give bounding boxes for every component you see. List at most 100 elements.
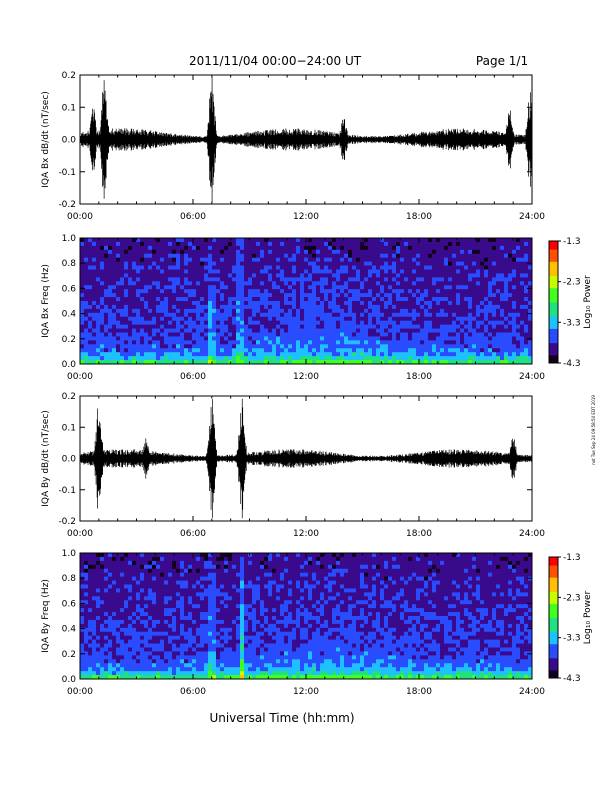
spectrogram-cell [128,328,133,333]
spectrogram-cell [520,352,525,357]
spectrogram-cell [312,560,317,566]
spectrogram-cell [212,301,217,306]
spectrogram-cell [88,580,93,585]
spectrogram-cell [220,320,225,326]
spectrogram-cell [500,277,505,282]
spectrogram-cell [228,560,233,566]
spectrogram-cell [492,253,497,259]
y-tick-label: 0.4 [62,310,77,320]
spectrogram-cell [276,277,281,282]
spectrogram-cell [208,238,213,243]
spectrogram-cell [152,348,157,353]
spectrogram-cell [528,297,533,302]
spectrogram-cell [388,553,393,558]
spectrogram-cell [196,301,201,306]
spectrogram-cell [208,241,213,247]
spectrogram-cell [172,249,177,255]
spectrogram-cell [372,301,377,306]
spectrogram-cell [520,344,525,349]
spectrogram-cell [344,576,349,581]
spectrogram-cell [136,328,141,333]
spectrogram-cell [400,560,405,566]
spectrogram-cell [428,328,433,333]
spectrogram-cell [192,277,197,282]
spectrogram-cell [136,277,141,282]
spectrogram-cell [428,340,433,345]
spectrogram-cell [312,293,317,298]
spectrogram-cell [116,316,121,322]
spectrogram-cell [524,253,529,259]
spectrogram-cell [104,336,109,341]
spectrogram-cell [472,560,477,566]
spectrogram-cell [168,324,173,329]
spectrogram-cell [400,360,405,365]
spectrogram-cell [320,360,325,365]
spectrogram-cell [236,304,241,310]
spectrogram-cell [136,576,141,581]
spectrogram-cell [212,572,217,578]
spectrogram-cell [260,277,265,282]
spectrogram-cell [264,352,269,357]
spectrogram-cell [184,289,189,294]
spectrogram-cell [460,588,465,593]
spectrogram-cell [92,320,97,326]
spectrogram-cell [400,572,405,578]
spectrogram-cell [164,269,169,274]
spectrogram-cell [292,269,297,274]
spectrogram-cell [420,324,425,329]
spectrogram-cell [516,360,521,365]
spectrogram-cell [212,261,217,266]
spectrogram-cell [300,308,305,314]
spectrogram-cell [332,328,337,333]
spectrogram-cell [524,328,529,333]
spectrogram-cell [472,324,477,329]
spectrogram-cell [404,352,409,357]
spectrogram-cell [124,281,129,286]
spectrogram-cell [300,553,305,558]
spectrogram-cell [524,572,529,578]
spectrogram-cell [448,238,453,243]
spectrogram-cell [332,356,337,361]
spectrogram-cell [112,273,117,278]
spectrogram-cell [272,340,277,345]
spectrogram-cell [432,285,437,290]
spectrogram-cell [504,257,509,263]
spectrogram-cell [512,293,517,298]
spectrogram-cell [392,241,397,247]
spectrogram-cell [232,301,237,306]
spectrogram-cell [252,336,257,341]
spectrogram-cell [384,576,389,581]
spectrogram-cell [452,316,457,322]
spectrogram-cell [148,580,153,585]
spectrogram-cell [96,320,101,326]
spectrogram-cell [408,253,413,259]
spectrogram-cell [152,576,157,581]
spectrogram-cell [508,324,513,329]
spectrogram-cell [268,340,273,345]
spectrogram-cell [472,588,477,593]
spectrogram-cell [120,576,125,581]
spectrogram-cell [448,265,453,270]
spectrogram-cell [240,281,245,286]
spectrogram-cell [156,576,161,581]
spectrogram-cell [180,320,185,326]
spectrogram-cell [492,281,497,286]
spectrogram-cell [476,340,481,345]
spectrogram-cell [476,253,481,259]
spectrogram-cell [312,556,317,562]
spectrogram-cell [408,553,413,558]
x-tick-label: 24:00 [519,529,545,539]
spectrogram-cell [504,316,509,322]
spectrogram-cell [100,253,105,259]
page-indicator: Page 1/1 [476,54,528,68]
spectrogram-cell [448,572,453,578]
spectrogram-cell [360,301,365,306]
spectrogram-cell [420,576,425,581]
spectrogram-cell [412,564,417,570]
spectrogram-cell [448,277,453,282]
spectrogram-cell [352,572,357,578]
spectrogram-cell [300,348,305,353]
spectrogram-cell [80,328,85,333]
spectrogram-cell [180,348,185,353]
spectrogram-cell [104,584,109,589]
